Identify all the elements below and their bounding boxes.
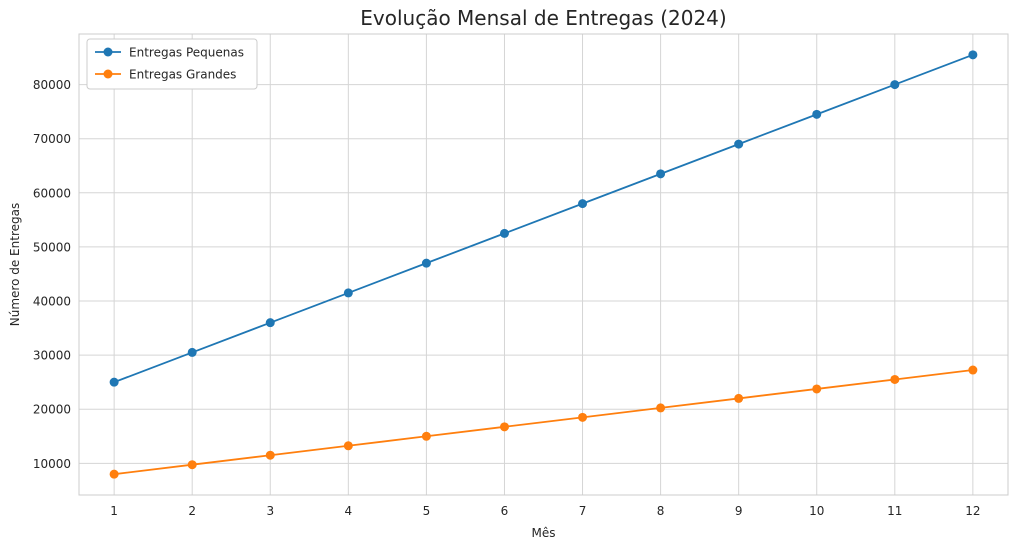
data-point-entregas-pequenas	[812, 109, 822, 119]
data-point-entregas-grandes	[343, 441, 353, 451]
x-tick-label: 1	[110, 504, 118, 518]
data-point-entregas-pequenas	[187, 347, 197, 357]
grid	[79, 34, 1008, 495]
y-tick-label: 40000	[33, 295, 71, 309]
data-point-entregas-pequenas	[499, 228, 509, 238]
data-point-entregas-pequenas	[734, 139, 744, 149]
y-axis-label: Número de Entregas	[8, 203, 22, 326]
x-tick-label: 7	[579, 504, 587, 518]
data-point-entregas-grandes	[499, 422, 509, 432]
data-point-entregas-grandes	[265, 450, 275, 460]
y-tick-label: 30000	[33, 349, 71, 363]
y-tick-label: 60000	[33, 186, 71, 200]
x-tick-label: 8	[657, 504, 665, 518]
data-point-entregas-grandes	[109, 469, 119, 479]
axis-ticks: 1 2 3 4 5 6 7 8 9 10 11 121000020000300004000050000…	[33, 78, 981, 518]
x-tick-label: 12	[965, 504, 980, 518]
data-point-entregas-grandes	[421, 431, 431, 441]
data-point-entregas-grandes	[890, 374, 900, 384]
legend-label-entregas-pequenas: Entregas Pequenas	[129, 46, 244, 60]
series-line-entregas-grandes	[113, 369, 974, 476]
x-tick-label: 11	[887, 504, 902, 518]
chart-title: Evolução Mensal de Entregas (2024)	[360, 6, 726, 30]
data-point-entregas-pequenas	[968, 50, 978, 60]
data-point-entregas-pequenas	[890, 80, 900, 90]
data-point-entregas-grandes	[578, 412, 588, 422]
x-tick-label: 4	[345, 504, 353, 518]
legend-box	[86, 38, 258, 90]
data-point-entregas-pequenas	[265, 318, 275, 328]
legend-label-entregas-grandes: Entregas Grandes	[129, 68, 236, 82]
x-tick-label: 2	[188, 504, 196, 518]
data-point-entregas-grandes	[812, 384, 822, 394]
x-tick-label: 5	[423, 504, 431, 518]
y-tick-label: 20000	[33, 403, 71, 417]
x-tick-label: 9	[735, 504, 743, 518]
data-point-entregas-pequenas	[578, 199, 588, 209]
legend-marker-entregas-grandes	[103, 69, 113, 79]
data-point-entregas-pequenas	[343, 288, 353, 298]
data-point-entregas-pequenas	[109, 377, 119, 387]
x-axis-label: Mês	[532, 526, 556, 540]
data-point-entregas-grandes	[734, 393, 744, 403]
x-tick-label: 10	[809, 504, 824, 518]
legend: Entregas Pequenas Entregas Grandes	[86, 38, 258, 90]
data-point-entregas-pequenas	[656, 169, 666, 179]
series	[109, 50, 978, 479]
data-point-entregas-grandes	[968, 365, 978, 375]
x-tick-label: 6	[501, 504, 509, 518]
plot-frame	[78, 33, 1009, 496]
y-tick-label: 80000	[33, 78, 71, 92]
data-point-entregas-grandes	[187, 460, 197, 470]
data-point-entregas-pequenas	[421, 258, 431, 268]
legend-marker-entregas-pequenas	[103, 47, 113, 57]
y-tick-label: 70000	[33, 132, 71, 146]
x-tick-label: 3	[266, 504, 274, 518]
plot-background	[79, 34, 1008, 495]
data-point-entregas-grandes	[656, 403, 666, 413]
series-line-entregas-pequenas	[113, 53, 974, 384]
y-tick-label: 50000	[33, 240, 71, 254]
y-tick-label: 10000	[33, 457, 71, 471]
